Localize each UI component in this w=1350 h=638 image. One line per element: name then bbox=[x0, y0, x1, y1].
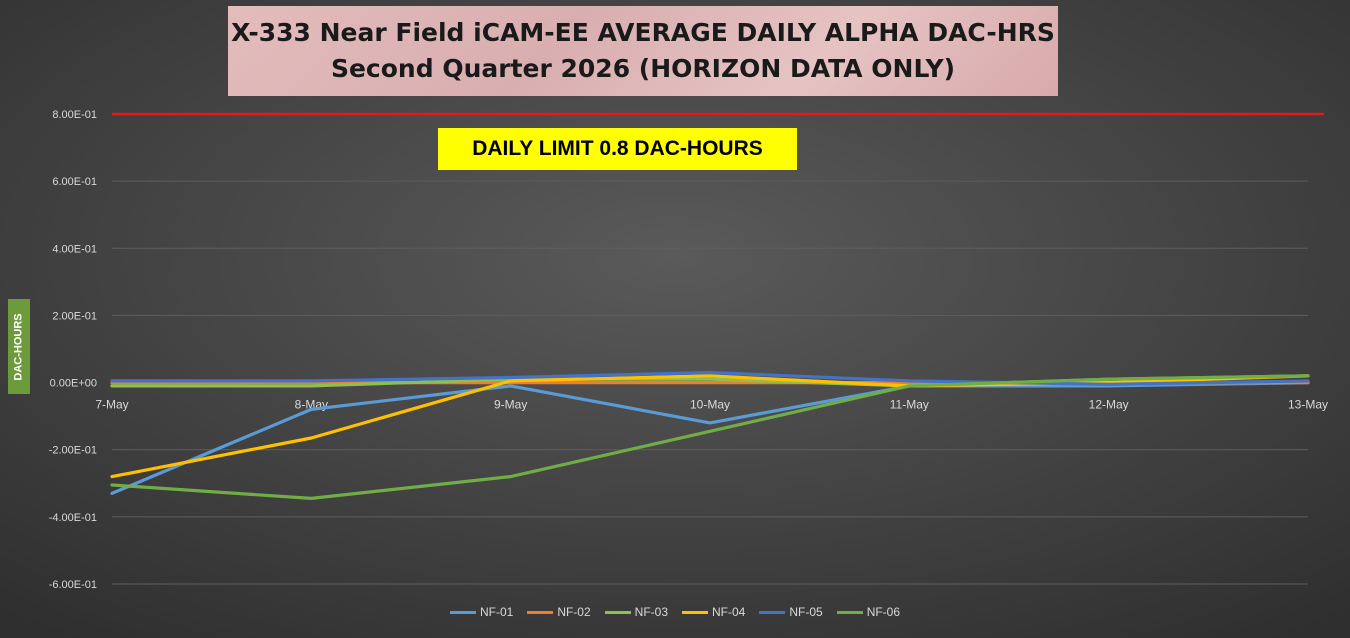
legend-swatch bbox=[604, 610, 631, 614]
chart-legend: NF-01 NF-02 NF-03 NF-04 NF-05 NF-06 bbox=[0, 602, 1350, 622]
legend-label: NF-01 bbox=[479, 605, 514, 619]
legend-item-nf-01: NF-01 bbox=[449, 605, 514, 619]
legend-swatch bbox=[527, 610, 554, 614]
legend-item-nf-06: NF-06 bbox=[836, 605, 901, 619]
legend-label: NF-04 bbox=[712, 605, 746, 619]
legend-swatch bbox=[682, 610, 708, 614]
y-axis-title-box: DAC-HOURS bbox=[8, 299, 30, 394]
legend-item-nf-02: NF-02 bbox=[527, 605, 591, 619]
legend-swatch bbox=[449, 610, 476, 614]
x-tick-label: 11-May bbox=[890, 398, 929, 412]
y-tick-label: 4.00E-01 bbox=[52, 243, 97, 255]
daily-limit-label: DAILY LIMIT 0.8 DAC-HOURS bbox=[472, 137, 763, 160]
x-tick-label: 10-May bbox=[690, 398, 730, 412]
legend-item-nf-04: NF-04 bbox=[682, 605, 745, 619]
series-line-nf-05 bbox=[110, 370, 1310, 386]
legend-label: NF-02 bbox=[557, 605, 591, 619]
legend-label: NF-03 bbox=[634, 605, 668, 619]
y-tick-label: -2.00E-01 bbox=[49, 445, 97, 457]
y-tick-label: 0.00E+00 bbox=[50, 378, 97, 390]
legend-label: NF-06 bbox=[866, 605, 901, 619]
x-tick-label: 13-May bbox=[1288, 398, 1328, 412]
legend-item-nf-03: NF-03 bbox=[604, 605, 668, 619]
chart-subtitle: Second Quarter 2026 (HORIZON DATA ONLY) bbox=[330, 54, 956, 83]
chart-title: X-333 Near Field iCAM-EE AVERAGE DAILY A… bbox=[231, 18, 1055, 47]
legend-item-nf-05: NF-05 bbox=[759, 605, 823, 619]
x-tick-label: 7-May bbox=[95, 398, 128, 412]
y-tick-label: 6.00E-01 bbox=[52, 176, 97, 188]
y-axis-title: DAC-HOURS bbox=[13, 312, 26, 381]
x-tick-label: 12-May bbox=[1089, 398, 1129, 412]
daily-limit-annotation: DAILY LIMIT 0.8 DAC-HOURS bbox=[438, 128, 797, 170]
series-lines bbox=[110, 370, 1310, 500]
grid-lines bbox=[112, 180, 1308, 585]
legend-label: NF-05 bbox=[789, 605, 823, 619]
y-tick-label: -4.00E-01 bbox=[49, 512, 97, 524]
series-line-nf-04 bbox=[110, 374, 1310, 479]
y-tick-label: -6.00E-01 bbox=[49, 579, 97, 591]
legend-swatch bbox=[759, 610, 786, 614]
x-tick-label: 9-May bbox=[494, 398, 527, 412]
series-line-nf-06 bbox=[110, 374, 1310, 500]
chart-title-banner: X-333 Near Field iCAM-EE AVERAGE DAILY A… bbox=[228, 6, 1058, 96]
y-tick-label: 8.00E-01 bbox=[52, 109, 97, 121]
y-tick-label: 2.00E-01 bbox=[52, 310, 97, 322]
legend-swatch bbox=[836, 610, 863, 614]
